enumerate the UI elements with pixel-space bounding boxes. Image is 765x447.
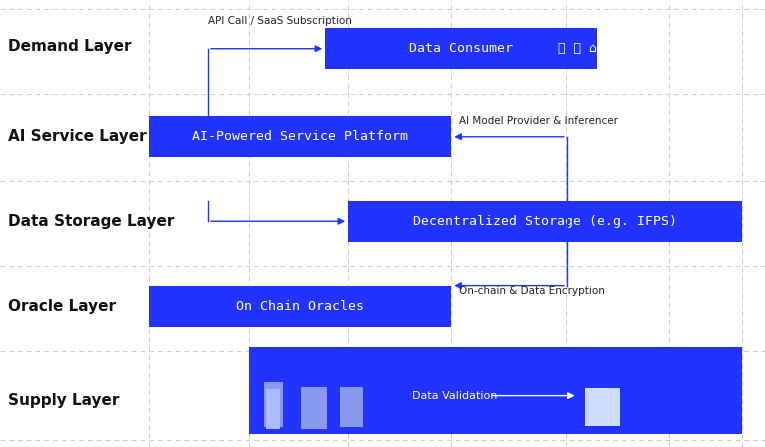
Text: AI-Powered Service Platform: AI-Powered Service Platform xyxy=(192,130,409,143)
Text: AI Model Provider & Inferencer: AI Model Provider & Inferencer xyxy=(459,116,618,126)
Bar xyxy=(301,387,327,429)
Text: Oracle Layer: Oracle Layer xyxy=(8,299,116,314)
Text: API Call / SaaS Subscription: API Call / SaaS Subscription xyxy=(208,17,352,26)
Text: Data Storage Layer: Data Storage Layer xyxy=(8,214,174,229)
Text: AI Service Layer: AI Service Layer xyxy=(8,129,146,144)
Bar xyxy=(266,389,280,429)
Text: Decentralized Storage (e.g. IFPS): Decentralized Storage (e.g. IFPS) xyxy=(413,215,677,228)
Bar xyxy=(340,387,363,427)
Text: Data Validation: Data Validation xyxy=(412,391,498,401)
Bar xyxy=(149,116,451,157)
Text: On Chain Oracles: On Chain Oracles xyxy=(236,300,364,313)
Text: ⛹  ⛳  ⌂: ⛹ ⛳ ⌂ xyxy=(558,42,597,55)
Bar xyxy=(325,28,597,69)
Text: Demand Layer: Demand Layer xyxy=(8,39,131,55)
Bar xyxy=(348,201,742,242)
Bar xyxy=(149,286,451,327)
Bar xyxy=(249,347,742,434)
Bar xyxy=(585,388,620,426)
Bar xyxy=(264,382,283,427)
Text: On-chain & Data Encryption: On-chain & Data Encryption xyxy=(459,286,605,296)
Text: Data Consumer: Data Consumer xyxy=(409,42,513,55)
Text: Supply Layer: Supply Layer xyxy=(8,392,119,408)
